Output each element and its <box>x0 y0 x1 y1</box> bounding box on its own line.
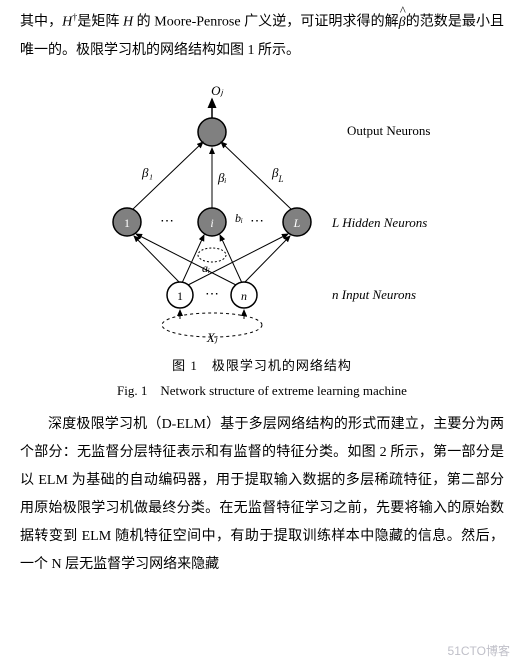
h-plain: H <box>123 15 133 30</box>
label-output-neurons: Output Neurons <box>347 123 430 138</box>
label-bi: bᵢ <box>235 211 243 225</box>
input-node-1-label: 1 <box>177 289 183 303</box>
label-hidden-neurons: L Hidden Neurons <box>331 215 427 230</box>
hidden-dots-1: ⋯ <box>160 214 174 229</box>
label-beta1: β₁ <box>141 165 153 180</box>
edge-i1-h1 <box>134 236 182 285</box>
text-mid2: 的 Moore-Penrose 广义逆，可证明求得的解 <box>133 15 399 30</box>
body-paragraph: 深度极限学习机（D-ELM）基于多层网络结构的形式而建立，主要分为两个部分：无监… <box>20 411 504 579</box>
elm-network-diagram: Oⱼ Output Neurons β₁ βᵢ βL 1 ⋯ i bᵢ ⋯ L … <box>72 77 452 347</box>
text-prefix: 其中， <box>20 15 62 30</box>
label-input-neurons: n Input Neurons <box>332 287 416 302</box>
ai-ellipse <box>198 248 226 262</box>
figure-caption-cn: 图 1 极限学习机的网络结构 <box>20 355 504 374</box>
hidden-node-L-label: L <box>293 216 301 230</box>
figure-caption-en: Fig. 1 Network structure of extreme lear… <box>20 380 504 399</box>
hidden-dots-2: ⋯ <box>250 214 264 229</box>
label-xj: Xⱼ <box>206 330 218 345</box>
h-dagger: H <box>62 15 72 30</box>
figure-1: Oⱼ Output Neurons β₁ βᵢ βL 1 ⋯ i bᵢ ⋯ L … <box>20 77 504 399</box>
beta-hat: β <box>399 15 406 30</box>
text-mid1: 是矩阵 <box>77 15 123 30</box>
hidden-node-i-label: i <box>210 216 213 230</box>
edge-in-h1 <box>136 234 236 285</box>
intro-paragraph: 其中，H†是矩阵 H 的 Moore-Penrose 广义逆，可证明求得的解β的… <box>20 8 504 65</box>
input-dots: ⋯ <box>205 287 219 302</box>
edge-i1-hL <box>188 234 288 285</box>
label-betaL: βL <box>271 165 284 184</box>
label-betai: βᵢ <box>217 170 227 185</box>
input-node-n-label: n <box>241 289 247 303</box>
label-ai: aᵢ <box>202 261 210 275</box>
edge-in-hL <box>242 236 290 285</box>
label-oj: Oⱼ <box>211 83 223 98</box>
hidden-node-1-label: 1 <box>124 216 130 230</box>
output-neuron <box>198 118 226 146</box>
watermark: 51CTO博客 <box>448 642 510 659</box>
